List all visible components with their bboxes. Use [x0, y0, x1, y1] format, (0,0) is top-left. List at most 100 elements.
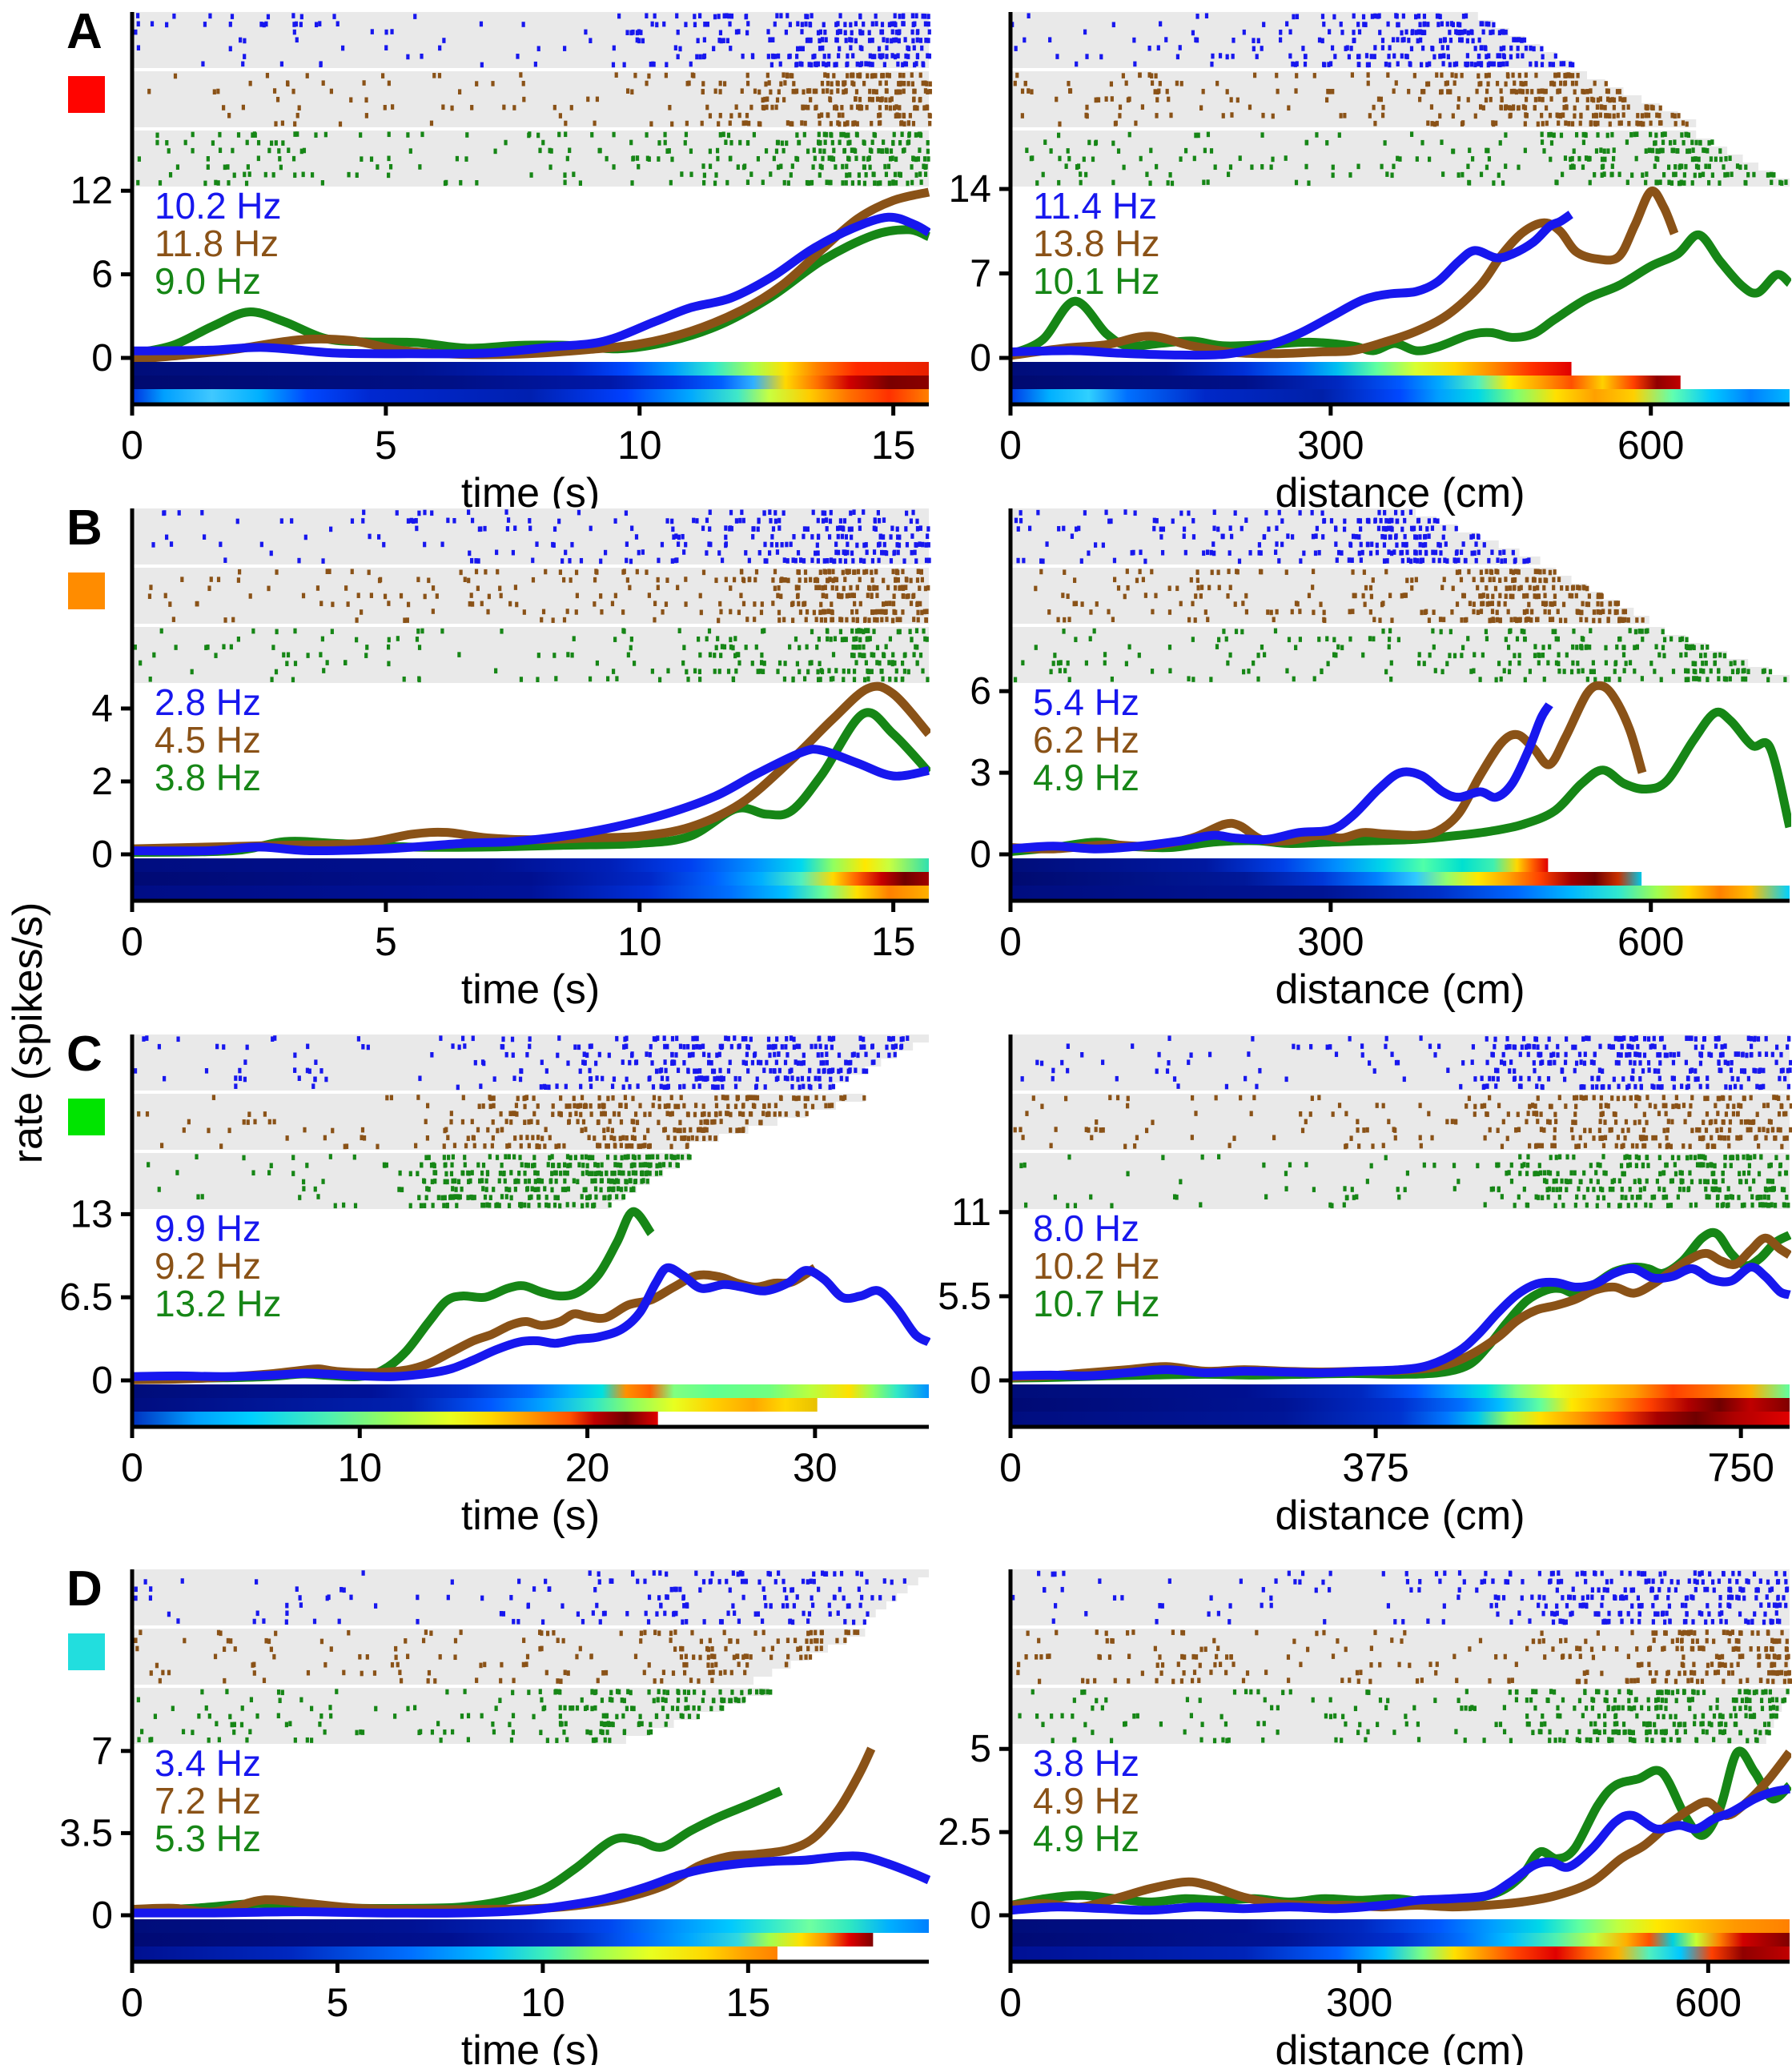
peak-rate-label-brown: 13.8 Hz: [1033, 223, 1160, 264]
y-tick-label: 6.5: [59, 1276, 113, 1319]
peak-rate-label-green: 13.2 Hz: [155, 1283, 282, 1324]
y-tick-label: 12: [70, 170, 113, 212]
x-tick-label: 0: [999, 1445, 1022, 1490]
peak-rate-label-green: 3.8 Hz: [155, 757, 261, 798]
raster-A-right: [1011, 12, 1790, 187]
panel-letter-A: A: [66, 4, 102, 59]
peak-rate-label-blue: 3.8 Hz: [1033, 1742, 1139, 1784]
y-tick-label: 0: [91, 337, 113, 380]
peak-rate-label-green: 9.0 Hz: [155, 260, 261, 302]
heatmap-B-left: [132, 858, 929, 899]
y-tick-label: 0: [91, 834, 113, 876]
raster-D-left: [132, 1569, 929, 1744]
x-tick-label: 15: [871, 919, 916, 964]
y-tick-label: 11: [951, 1191, 991, 1234]
x-axis-label: time (s): [461, 2027, 600, 2065]
x-tick-label: 30: [793, 1445, 838, 1490]
peak-rate-label-green: 4.9 Hz: [1033, 757, 1139, 798]
peak-rate-label-blue: 2.8 Hz: [155, 681, 261, 723]
panel-letter-C: C: [66, 1026, 102, 1082]
raster-B-right: [1011, 508, 1790, 683]
x-tick-label: 5: [375, 423, 397, 468]
y-tick-label: 0: [970, 834, 991, 876]
condition-marker-D: [68, 1633, 105, 1670]
y-tick-label: 4: [91, 688, 113, 730]
y-tick-label: 3: [970, 752, 991, 794]
peak-rate-label-blue: 10.2 Hz: [155, 185, 282, 227]
peak-rate-label-blue: 11.4 Hz: [1033, 185, 1157, 227]
x-tick-label: 5: [375, 919, 397, 964]
heatmap-C-right: [1011, 1384, 1790, 1425]
y-tick-label: 5.5: [938, 1276, 991, 1318]
x-tick-label: 750: [1707, 1445, 1774, 1490]
x-tick-label: 20: [565, 1445, 610, 1490]
peak-rate-label-blue: 5.4 Hz: [1033, 681, 1139, 723]
peak-rate-label-brown: 4.5 Hz: [155, 719, 261, 761]
y-tick-label: 3.5: [59, 1812, 113, 1854]
condition-marker-C: [68, 1099, 105, 1135]
peak-rate-label-green: 4.9 Hz: [1033, 1818, 1139, 1859]
y-tick-label: 0: [91, 1360, 113, 1402]
raster-B-left: [132, 508, 931, 683]
heatmap-A-right: [1011, 362, 1790, 403]
panel-letter-D: D: [66, 1561, 102, 1617]
x-tick-label: 15: [871, 423, 916, 468]
y-tick-label: 6: [970, 670, 991, 713]
peak-rate-label-brown: 9.2 Hz: [155, 1245, 261, 1287]
x-tick-label: 5: [327, 1980, 349, 2025]
x-axis-label: distance (cm): [1275, 1492, 1525, 1539]
x-tick-label: 375: [1342, 1445, 1408, 1490]
x-tick-label: 0: [121, 1980, 143, 2025]
y-tick-label: 0: [970, 337, 991, 380]
x-tick-label: 0: [121, 1445, 143, 1490]
x-axis-label: time (s): [461, 1492, 600, 1539]
y-tick-label: 7: [91, 1730, 113, 1773]
peak-rate-label-green: 10.1 Hz: [1033, 260, 1160, 302]
peak-rate-label-brown: 4.9 Hz: [1033, 1780, 1139, 1822]
x-tick-label: 300: [1326, 1980, 1392, 2025]
y-tick-label: 14: [949, 168, 991, 211]
x-axis-label: distance (cm): [1275, 966, 1525, 1013]
heatmap-C-left: [132, 1384, 929, 1425]
x-tick-label: 10: [337, 1445, 382, 1490]
peak-rate-label-blue: 8.0 Hz: [1033, 1207, 1139, 1249]
x-tick-label: 15: [726, 1980, 771, 2025]
heatmap-D-right: [1011, 1919, 1790, 1960]
x-tick-label: 300: [1297, 423, 1364, 468]
peak-rate-label-brown: 7.2 Hz: [155, 1780, 261, 1822]
x-tick-label: 300: [1297, 919, 1364, 964]
peak-rate-label-brown: 10.2 Hz: [1033, 1245, 1160, 1287]
raster-A-left: [132, 12, 932, 187]
y-tick-label: 0: [970, 1360, 991, 1402]
figure-ylabel: rate (spikes/s): [5, 902, 51, 1164]
raster-C-right: [1011, 1034, 1792, 1209]
peak-rate-label-blue: 9.9 Hz: [155, 1207, 261, 1249]
x-tick-label: 10: [520, 1980, 565, 2025]
heatmap-D-left: [132, 1919, 929, 1960]
y-tick-label: 7: [970, 253, 991, 295]
x-axis-label: distance (cm): [1275, 2027, 1525, 2065]
x-tick-label: 0: [999, 423, 1022, 468]
y-tick-label: 0: [970, 1894, 991, 1937]
peak-rate-label-brown: 11.8 Hz: [155, 223, 279, 264]
raster-D-right: [1011, 1569, 1792, 1744]
peak-rate-label-green: 10.7 Hz: [1033, 1283, 1160, 1324]
y-tick-label: 0: [91, 1894, 113, 1937]
heatmap-A-left: [132, 362, 929, 403]
y-tick-label: 2: [91, 761, 113, 803]
x-tick-label: 0: [999, 1980, 1022, 2025]
heatmap-B-right: [1011, 858, 1790, 899]
x-tick-label: 600: [1617, 919, 1684, 964]
peak-rate-label-green: 5.3 Hz: [155, 1818, 261, 1859]
x-tick-label: 0: [999, 919, 1022, 964]
x-tick-label: 10: [617, 919, 662, 964]
